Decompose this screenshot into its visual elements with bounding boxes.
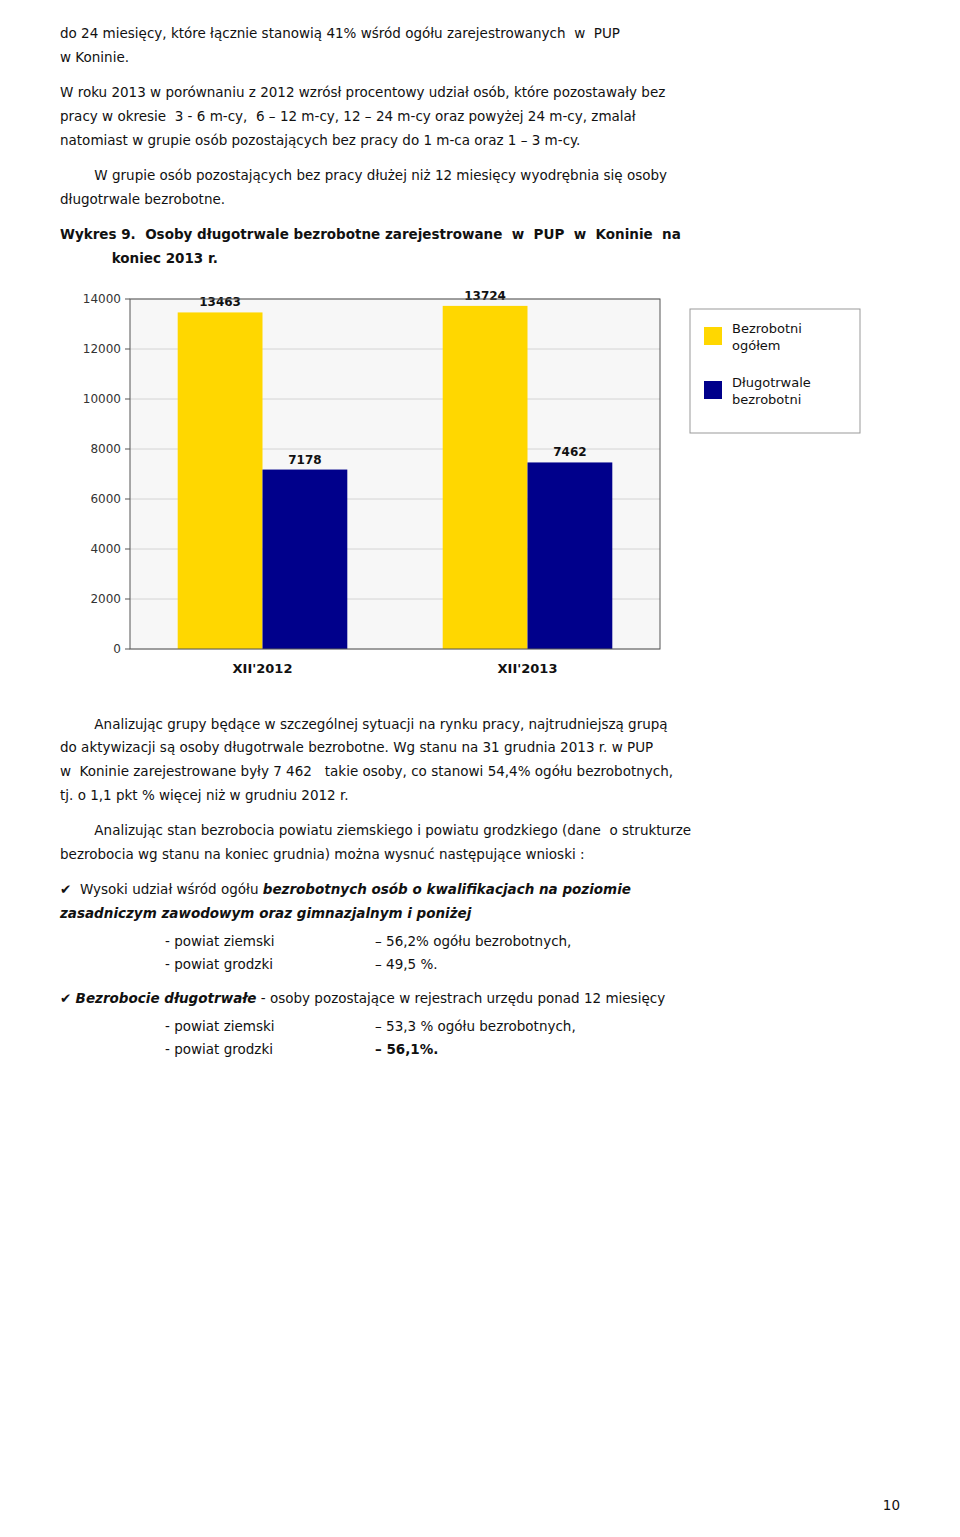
legend-frame [690,309,860,433]
bullet: ✔ Bezrobocie długotrwałe - osoby pozosta… [60,987,920,1011]
y-tick-label: 4000 [90,542,121,556]
paragraph: W grupie osób pozostających bez pracy dł… [60,164,920,211]
tick-mark [125,348,130,349]
data-label: 7462 [553,445,586,459]
page: {"chart_data": {"type": "bar", "title": … [0,0,960,1537]
paragraph: Analizując grupy będące w szczególnej sy… [60,713,920,808]
paragraph: W roku 2013 w porównaniu z 2012 wzrósł p… [60,81,920,152]
legend-label-line: Bezrobotni [732,321,802,336]
tick-mark [125,548,130,549]
bullet-item: - powiat ziemski– 53,3 % ogółu bezrobotn… [165,1015,920,1039]
tick-mark [125,298,130,299]
y-tick-label: 8000 [90,442,121,456]
legend-label-line: ogółem [732,338,781,353]
legend-label-line: bezrobotni [732,392,801,407]
item-label: - powiat grodzki [165,953,375,977]
bar [443,306,528,649]
legend-swatch [704,381,722,399]
y-tick-label: 14000 [83,292,121,306]
bullet-space [71,990,75,1006]
bullet-item: - powiat ziemski– 56,2% ogółu bezrobotny… [165,930,920,954]
y-tick-label: 2000 [90,592,121,606]
bullet-item: - powiat grodzki– 56,1%. [165,1038,920,1062]
bullet-text: Bezrobocie długotrwałe [76,990,257,1006]
legend: Bezrobotni ogółem Długotrwale bezrobotni [690,309,860,433]
data-label: 13724 [464,289,506,303]
chart: 0 2000 4000 6000 8000 10000 12000 14000 13463 137… [60,279,920,699]
plot-frame [130,299,660,649]
item-value: – 49,5 %. [375,953,920,977]
y-tick-label: 10000 [83,392,121,406]
tick-mark [125,448,130,449]
item-label: - powiat ziemski [165,930,375,954]
item-label: - powiat grodzki [165,1038,375,1062]
page-content: do 24 miesięcy, które łącznie stanowią 4… [60,22,920,1062]
legend-swatch [704,327,722,345]
bullet-text: Wysoki udział wśród ogółu [76,881,263,897]
data-labels: 13463 13724 7178 7462 [199,289,586,467]
y-tick-label: 12000 [83,342,121,356]
tick-mark [125,398,130,399]
bar [528,462,613,649]
bar [263,469,348,648]
bullet-symbol: ✔ [60,881,71,897]
chart-title: Wykres 9. Osoby długotrwale bezrobotne z… [60,223,920,270]
bullet-symbol: ✔ [60,990,71,1006]
item-value: – 53,3 % ogółu bezrobotnych, [375,1015,920,1039]
page-number: 10 [883,1497,900,1513]
tick-mark [125,648,130,649]
tick-mark [125,498,130,499]
tick-mark [125,598,130,599]
bullet-space [71,881,75,897]
item-value: – 56,1%. [375,1038,920,1062]
legend-label: Bezrobotni ogółem [732,321,802,353]
legend-label-line: Długotrwale [732,375,811,390]
bar [178,312,263,649]
x-tick-label: XII'2013 [498,661,558,676]
bullet-text: - osoby pozostające w rejestrach urzędu … [256,990,665,1006]
paragraph: Analizując stan bezrobocia powiatu ziems… [60,819,920,866]
bullet: ✔ Wysoki udział wśród ogółu bezrobotnych… [60,878,920,925]
bars [178,306,613,649]
data-label: 13463 [199,295,241,309]
plot-area [130,299,660,649]
legend-label: Długotrwale bezrobotni [732,375,811,407]
y-tick-label: 6000 [90,492,121,506]
item-label: - powiat ziemski [165,1015,375,1039]
data-label: 7178 [288,452,321,466]
bullet-item: - powiat grodzki– 49,5 %. [165,953,920,977]
y-tick-label: 0 [113,642,121,656]
item-value: – 56,2% ogółu bezrobotnych, [375,930,920,954]
paragraph: do 24 miesięcy, które łącznie stanowią 4… [60,22,920,69]
x-tick-label: XII'2012 [233,661,293,676]
